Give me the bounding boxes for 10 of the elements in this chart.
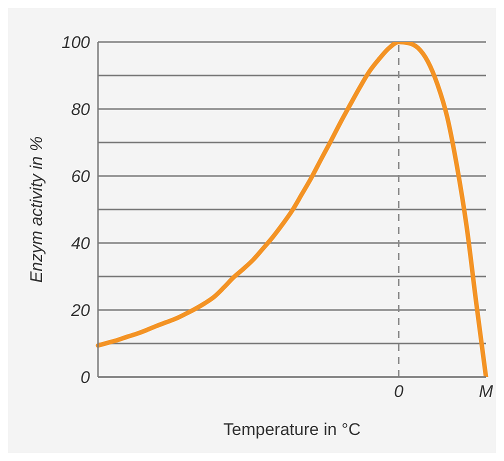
y-tick-label: 100: [62, 33, 91, 52]
x-axis-title: Temperature in °C: [223, 420, 361, 439]
line-series: [96, 42, 488, 377]
y-tick-label: 0: [80, 368, 91, 388]
y-axis-title: Enzym activity in %: [27, 136, 46, 283]
y-tick-label: 20: [70, 301, 91, 320]
y-tick-label: 60: [71, 167, 91, 186]
y-tick-label: 40: [71, 234, 91, 254]
y-tick-label: 80: [71, 100, 91, 120]
x-tick-label: M: [478, 382, 494, 402]
